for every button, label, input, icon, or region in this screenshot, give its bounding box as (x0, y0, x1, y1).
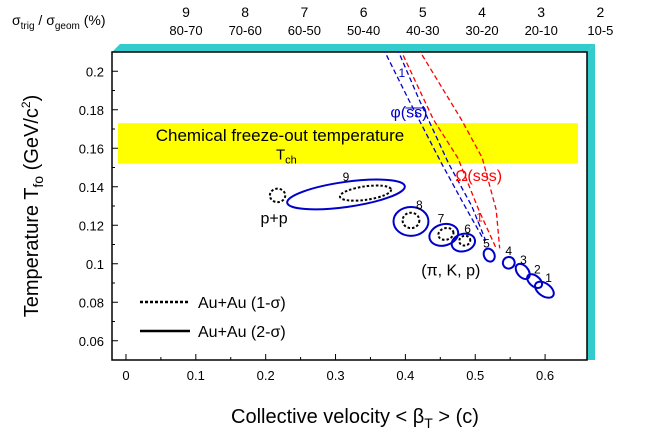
contour-1sigma (458, 234, 472, 247)
legend: Au+Au (1-σ) Au+Au (2-σ) (140, 295, 286, 341)
centrality-bin-number: 4 (478, 4, 486, 20)
centrality-bin-number: 6 (360, 4, 368, 20)
x-tick-label: 0.4 (396, 368, 414, 383)
centrality-bin-number: 5 (419, 4, 427, 20)
frame-shadow-top (112, 44, 595, 52)
contour-2sigma (450, 232, 477, 253)
contour-centrality-label: 5 (483, 236, 490, 250)
legend-label-2sigma: Au+Au (2-σ) (198, 324, 286, 341)
contour-centrality-label: 1 (545, 271, 552, 285)
chart-annotation: (π, K, p) (421, 262, 480, 279)
omega-contour-line (419, 52, 501, 249)
top-axis-label: σtrig / σgeom (%) (12, 12, 106, 32)
y-axis-ticks: 0.06 0.08 0.1 0.12 0.14 0.16 0.18 0.2 (79, 64, 118, 349)
centrality-bin-range: 40-30 (406, 23, 439, 38)
contour-centrality-label: 4 (505, 244, 512, 258)
y-axis-title: Temperature Tfo (GeV/c2) (19, 95, 46, 318)
centrality-bin-number: 9 (182, 4, 190, 20)
y-tick-label: 0.18 (79, 103, 104, 118)
chart-annotation: Ω(sss) (455, 168, 502, 185)
plot-marks (268, 52, 555, 299)
contour-centrality-label: 8 (416, 198, 423, 212)
contour-centrality-label: 3 (520, 253, 527, 267)
centrality-bin-number: 7 (301, 4, 309, 20)
contour-1sigma (268, 187, 287, 204)
y-tick-label: 0.06 (79, 334, 104, 349)
x-tick-label: 0.6 (536, 368, 554, 383)
x-axis-ticks: 0 0.1 0.2 0.3 0.4 0.5 0.6 (122, 354, 554, 383)
y-tick-label: 0.16 (79, 141, 104, 156)
contour-centrality-label: 6 (464, 222, 471, 236)
chart-annotation: p+p (260, 210, 287, 227)
contour-2sigma (514, 262, 531, 280)
centrality-bin-number: 8 (241, 4, 249, 20)
legend-label-1sigma: Au+Au (1-σ) (198, 295, 286, 312)
band-label: Chemical freeze-out temperature (156, 126, 405, 145)
centrality-bin-range: 80-70 (169, 23, 202, 38)
contour-2sigma (482, 247, 496, 263)
curve-centrality-label: 1 (476, 210, 483, 224)
contour-1sigma (437, 226, 455, 241)
top-axis-bins: 9 80-70 8 70-60 7 60-50 6 50-40 5 40-30 4 30-20 3 20-… (169, 4, 613, 38)
x-tick-label: 0.1 (187, 368, 205, 383)
centrality-bin-range: 50-40 (347, 23, 380, 38)
phi-contour-line (384, 52, 485, 241)
contour-2sigma (286, 178, 406, 211)
y-tick-label: 0.2 (86, 64, 104, 79)
contour-2sigma (392, 205, 430, 237)
centrality-bin-number: 2 (597, 4, 605, 20)
centrality-bin-range: 60-50 (288, 23, 321, 38)
x-tick-label: 0.2 (257, 368, 275, 383)
curve-centrality-label: 1 (399, 66, 406, 80)
chart-annotation: φ(s̅s̅) (390, 104, 427, 121)
y-tick-label: 0.1 (86, 257, 104, 272)
contour-2sigma (428, 222, 460, 247)
chemical-freezeout-band (118, 123, 578, 164)
centrality-bin-range: 70-60 (229, 23, 262, 38)
y-tick-label: 0.08 (79, 295, 104, 310)
band-sublabel: Tch (276, 147, 297, 167)
contour-1sigma (401, 211, 421, 230)
centrality-bin-range: 10-5 (587, 23, 613, 38)
x-tick-label: 0.3 (326, 368, 344, 383)
contour-2sigma (533, 280, 555, 299)
x-tick-label: 0.5 (466, 368, 484, 383)
contour-centrality-label: 2 (534, 262, 541, 276)
y-tick-label: 0.12 (79, 218, 104, 233)
phi-contour-line (397, 52, 487, 241)
omega-contour-line (400, 52, 497, 249)
x-tick-label: 0 (122, 368, 129, 383)
contour-centrality-label: 9 (343, 170, 350, 184)
centrality-bin-range: 20-10 (525, 23, 558, 38)
contour-centrality-label: 7 (438, 211, 445, 225)
x-axis-title: Collective velocity < βT > (c) (231, 406, 479, 431)
contour-2sigma (526, 273, 544, 289)
contour-1sigma (338, 184, 393, 202)
contour-2sigma (501, 255, 516, 270)
y-tick-label: 0.14 (79, 180, 104, 195)
centrality-bin-range: 30-20 (465, 23, 498, 38)
centrality-bin-number: 3 (537, 4, 545, 20)
frame-shadow-right (587, 44, 595, 360)
